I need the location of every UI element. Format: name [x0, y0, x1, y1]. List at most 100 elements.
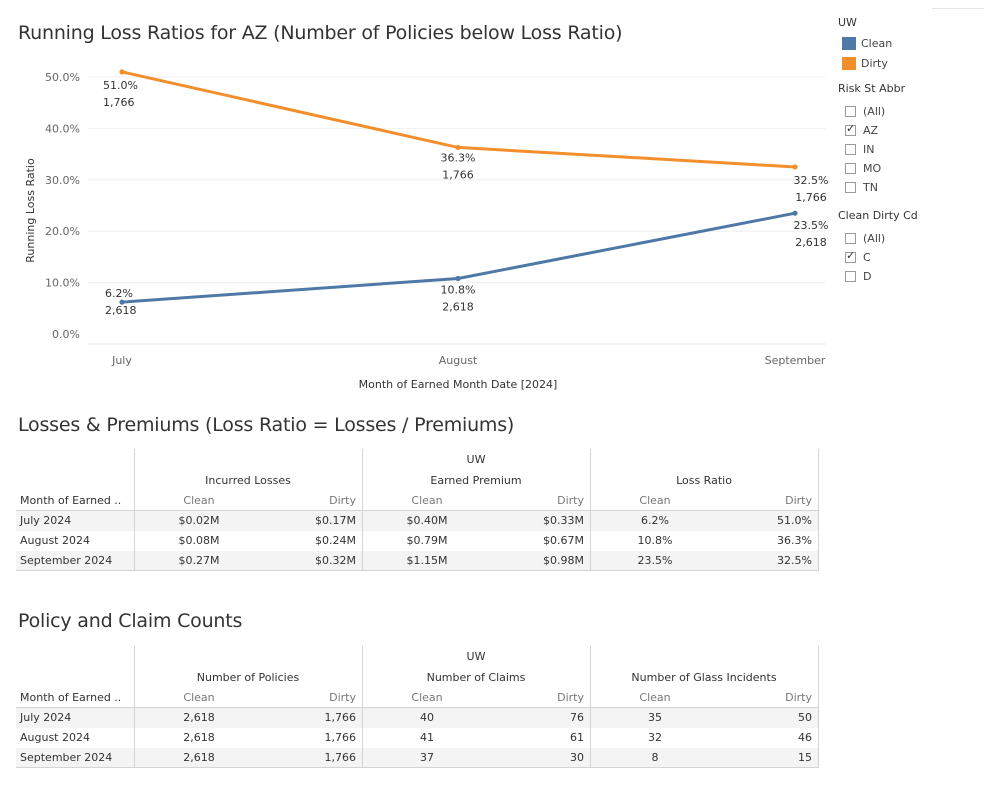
row-band — [16, 708, 819, 728]
sub-header: Dirty — [557, 691, 584, 704]
legend-item-clean[interactable]: Clean — [842, 35, 892, 51]
table-cell: 40 — [420, 711, 434, 724]
table-cell: 76 — [570, 711, 584, 724]
loss-ratio-line-chart: 0.0% 10.0% 20.0% 30.0% 40.0% 50.0% Running Los… — [24, 69, 829, 391]
table-cell: 32.5% — [777, 554, 812, 567]
table-cell: 35 — [648, 711, 662, 724]
table-cell: $1.15M — [406, 554, 448, 567]
sub-header: Clean — [411, 691, 443, 704]
checkbox[interactable] — [845, 181, 856, 193]
row-band — [16, 748, 819, 768]
y-tick-label: 40.0% — [45, 122, 80, 135]
legend-title: UW — [838, 16, 857, 29]
data-point-clean — [792, 210, 798, 216]
row-label: August 2024 — [20, 731, 90, 744]
losses-table-title: Losses & Premiums (Loss Ratio = Losses /… — [18, 414, 515, 436]
table-cell: 23.5% — [637, 554, 673, 567]
checkbox[interactable] — [845, 162, 856, 174]
table-cell: $0.24M — [315, 534, 356, 547]
checkbox-label: (All) — [863, 231, 886, 245]
data-label-count: 1,766 — [442, 168, 474, 181]
table-cell: 2,618 — [183, 751, 215, 764]
sub-header: Dirty — [785, 494, 812, 507]
filter-option-c[interactable]: C — [845, 249, 871, 265]
table-cell: $0.40M — [406, 514, 448, 527]
checkbox[interactable] — [845, 249, 856, 263]
x-axis-title: Month of Earned Month Date [2024] — [359, 378, 558, 391]
sub-header: Dirty — [557, 494, 584, 507]
checkbox-label: AZ — [863, 123, 879, 137]
table-cell: 1,766 — [324, 711, 357, 724]
table-cell: $0.33M — [543, 514, 584, 527]
filter-option-az[interactable]: AZ — [845, 122, 878, 138]
row-label: July 2024 — [20, 711, 72, 724]
data-label: 32.5% — [794, 174, 829, 187]
checkbox[interactable] — [845, 270, 856, 282]
data-label: 23.5% — [794, 219, 829, 232]
checkbox[interactable] — [845, 232, 856, 244]
checkbox[interactable] — [845, 122, 856, 136]
checkbox[interactable] — [845, 143, 856, 155]
data-label-count: 2,618 — [105, 304, 137, 317]
x-tick-label: August — [439, 354, 478, 367]
table-cell: 10.8% — [637, 534, 673, 547]
y-tick-label: 50.0% — [45, 71, 80, 84]
table-cell: 46 — [798, 731, 812, 744]
table-cell: 32 — [648, 731, 662, 744]
y-tick-label: 20.0% — [45, 225, 80, 238]
y-axis-title: Running Loss Ratio — [24, 158, 37, 263]
data-point-clean — [119, 299, 125, 305]
table-cell: 50 — [798, 711, 812, 724]
table-cell: 6.2% — [641, 514, 669, 527]
group-header: Number of Glass Incidents — [631, 671, 777, 684]
filter-option-mo[interactable]: MO — [845, 160, 881, 176]
table-cell: $0.79M — [406, 534, 448, 547]
table-cell: $0.17M — [315, 514, 356, 527]
column-divider — [362, 469, 363, 571]
group-header: Number of Claims — [426, 671, 526, 684]
uw-header: UW — [466, 650, 486, 663]
table-cell: 2,618 — [183, 731, 215, 744]
data-label-count: 2,618 — [442, 300, 474, 313]
bottom-rule — [16, 767, 819, 768]
data-point-dirty — [792, 164, 798, 170]
y-tick-label: 30.0% — [45, 174, 80, 187]
row-label: September 2024 — [20, 751, 113, 764]
filter-option-d[interactable]: D — [845, 268, 871, 284]
header-rule — [16, 510, 819, 511]
clean-dirty-filter-title: Clean Dirty Cd — [838, 209, 918, 222]
checkbox-label: (All) — [863, 104, 886, 118]
data-label-count: 1,766 — [795, 191, 827, 204]
checkbox-label: TN — [863, 180, 878, 194]
policy-claim-counts-table: UW Number of Policies Number of Claims Numb… — [16, 646, 819, 768]
data-point-dirty — [455, 144, 461, 151]
data-label-count: 1,766 — [103, 96, 135, 109]
table-cell: 1,766 — [324, 751, 357, 764]
clean-swatch — [842, 36, 856, 50]
row-label: July 2024 — [20, 514, 72, 527]
checkbox-label: IN — [863, 142, 875, 156]
row-band — [16, 511, 819, 531]
checkbox-label: MO — [863, 161, 882, 175]
y-tick-label: 0.0% — [52, 328, 80, 341]
column-divider — [362, 666, 363, 768]
filter-option-all[interactable]: (All) — [845, 103, 885, 119]
filter-option-all[interactable]: (All) — [845, 230, 885, 246]
filter-option-tn[interactable]: TN — [845, 179, 878, 195]
top-divider — [932, 8, 984, 9]
row-band — [16, 551, 819, 571]
y-tick-label: 10.0% — [45, 277, 80, 290]
table-cell: 37 — [420, 751, 434, 764]
legend-item-dirty[interactable]: Dirty — [842, 55, 888, 71]
risk-state-filter-title: Risk St Abbr — [838, 82, 906, 95]
checkbox[interactable] — [845, 105, 856, 117]
counts-table-title: Policy and Claim Counts — [18, 610, 243, 632]
row-header-title: Month of Earned .. — [20, 494, 122, 507]
sub-header: Clean — [639, 494, 671, 507]
filter-option-in[interactable]: IN — [845, 141, 874, 157]
sub-header: Dirty — [329, 691, 356, 704]
table-cell: $0.08M — [178, 534, 220, 547]
group-header: Number of Policies — [196, 671, 300, 684]
row-label: September 2024 — [20, 554, 113, 567]
data-label: 6.2% — [105, 287, 133, 300]
